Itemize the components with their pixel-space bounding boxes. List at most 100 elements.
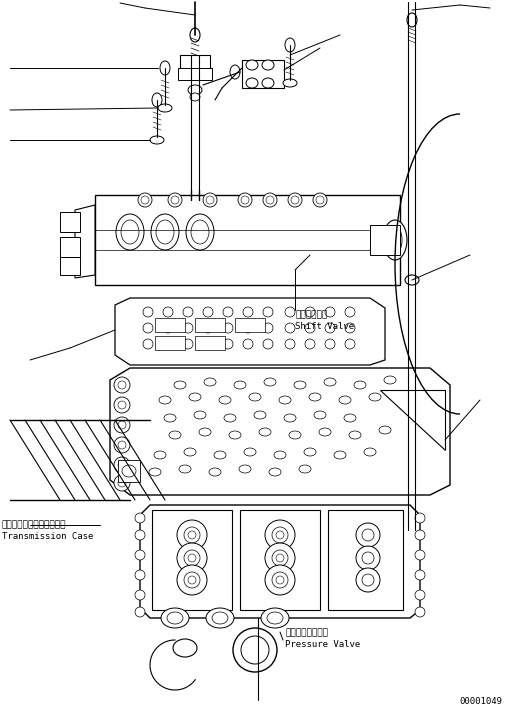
Circle shape bbox=[356, 523, 380, 547]
Circle shape bbox=[362, 574, 374, 586]
Circle shape bbox=[135, 550, 145, 560]
Polygon shape bbox=[115, 298, 385, 365]
Ellipse shape bbox=[191, 220, 209, 244]
Bar bbox=[178, 68, 212, 80]
Ellipse shape bbox=[407, 13, 417, 27]
Text: Pressure Valve: Pressure Valve bbox=[285, 640, 360, 649]
Ellipse shape bbox=[314, 411, 326, 419]
Circle shape bbox=[223, 307, 233, 317]
Circle shape bbox=[345, 323, 355, 333]
Ellipse shape bbox=[324, 378, 336, 386]
Text: プレッシャバルブ: プレッシャバルブ bbox=[285, 628, 328, 637]
Circle shape bbox=[177, 565, 207, 595]
Bar bbox=[155, 336, 185, 350]
Circle shape bbox=[288, 193, 302, 207]
Ellipse shape bbox=[190, 28, 200, 42]
Circle shape bbox=[114, 397, 130, 413]
Circle shape bbox=[163, 339, 173, 349]
Ellipse shape bbox=[379, 426, 391, 434]
Text: トランスミッションケース: トランスミッションケース bbox=[2, 520, 66, 529]
Ellipse shape bbox=[169, 431, 181, 439]
Ellipse shape bbox=[384, 376, 396, 384]
Ellipse shape bbox=[154, 451, 166, 459]
Circle shape bbox=[118, 401, 126, 409]
Ellipse shape bbox=[164, 414, 176, 422]
Ellipse shape bbox=[212, 612, 228, 624]
Circle shape bbox=[356, 568, 380, 592]
Circle shape bbox=[415, 513, 425, 523]
Circle shape bbox=[305, 339, 315, 349]
Ellipse shape bbox=[283, 79, 297, 87]
Circle shape bbox=[168, 193, 182, 207]
Bar bbox=[195, 318, 225, 332]
Circle shape bbox=[415, 590, 425, 600]
Circle shape bbox=[177, 520, 207, 550]
Ellipse shape bbox=[334, 451, 346, 459]
Ellipse shape bbox=[199, 428, 211, 436]
Ellipse shape bbox=[239, 465, 251, 473]
Ellipse shape bbox=[267, 612, 283, 624]
Circle shape bbox=[114, 377, 130, 393]
Text: 00001049: 00001049 bbox=[459, 697, 502, 706]
Ellipse shape bbox=[279, 396, 291, 404]
Ellipse shape bbox=[184, 448, 196, 456]
Ellipse shape bbox=[190, 93, 200, 101]
Ellipse shape bbox=[230, 65, 240, 79]
Bar bbox=[370, 225, 400, 255]
Circle shape bbox=[243, 323, 253, 333]
Ellipse shape bbox=[249, 393, 261, 401]
Circle shape bbox=[241, 636, 269, 664]
Ellipse shape bbox=[204, 378, 216, 386]
Circle shape bbox=[233, 628, 277, 672]
Ellipse shape bbox=[174, 381, 186, 389]
Circle shape bbox=[238, 193, 252, 207]
Text: Shift Valve: Shift Valve bbox=[295, 322, 354, 331]
Circle shape bbox=[285, 307, 295, 317]
Circle shape bbox=[263, 307, 273, 317]
Circle shape bbox=[263, 339, 273, 349]
Circle shape bbox=[203, 193, 217, 207]
Circle shape bbox=[206, 196, 214, 204]
Circle shape bbox=[345, 307, 355, 317]
Ellipse shape bbox=[189, 393, 201, 401]
Circle shape bbox=[243, 339, 253, 349]
Circle shape bbox=[135, 590, 145, 600]
Ellipse shape bbox=[152, 93, 162, 107]
Ellipse shape bbox=[194, 411, 206, 419]
Ellipse shape bbox=[319, 428, 331, 436]
Circle shape bbox=[114, 475, 130, 491]
Circle shape bbox=[415, 530, 425, 540]
Ellipse shape bbox=[284, 414, 296, 422]
Circle shape bbox=[183, 307, 193, 317]
Bar bbox=[328, 510, 403, 610]
Ellipse shape bbox=[294, 381, 306, 389]
Bar bbox=[195, 336, 225, 350]
Ellipse shape bbox=[122, 465, 136, 477]
Ellipse shape bbox=[158, 104, 172, 112]
Bar bbox=[152, 510, 232, 610]
Ellipse shape bbox=[264, 378, 276, 386]
Circle shape bbox=[313, 193, 327, 207]
Ellipse shape bbox=[246, 60, 258, 70]
Circle shape bbox=[135, 607, 145, 617]
Ellipse shape bbox=[289, 431, 301, 439]
Circle shape bbox=[188, 576, 196, 584]
Bar bbox=[60, 257, 80, 275]
Bar bbox=[235, 318, 265, 332]
Ellipse shape bbox=[262, 60, 274, 70]
Ellipse shape bbox=[149, 468, 161, 476]
Ellipse shape bbox=[161, 608, 189, 628]
Ellipse shape bbox=[244, 448, 256, 456]
Ellipse shape bbox=[229, 431, 241, 439]
Circle shape bbox=[183, 339, 193, 349]
Ellipse shape bbox=[405, 275, 419, 285]
Circle shape bbox=[272, 572, 288, 588]
Bar bbox=[240, 510, 320, 610]
Ellipse shape bbox=[262, 78, 274, 88]
Circle shape bbox=[263, 193, 277, 207]
Circle shape bbox=[135, 513, 145, 523]
Circle shape bbox=[316, 196, 324, 204]
Ellipse shape bbox=[383, 220, 407, 260]
Circle shape bbox=[276, 554, 284, 562]
Ellipse shape bbox=[159, 396, 171, 404]
